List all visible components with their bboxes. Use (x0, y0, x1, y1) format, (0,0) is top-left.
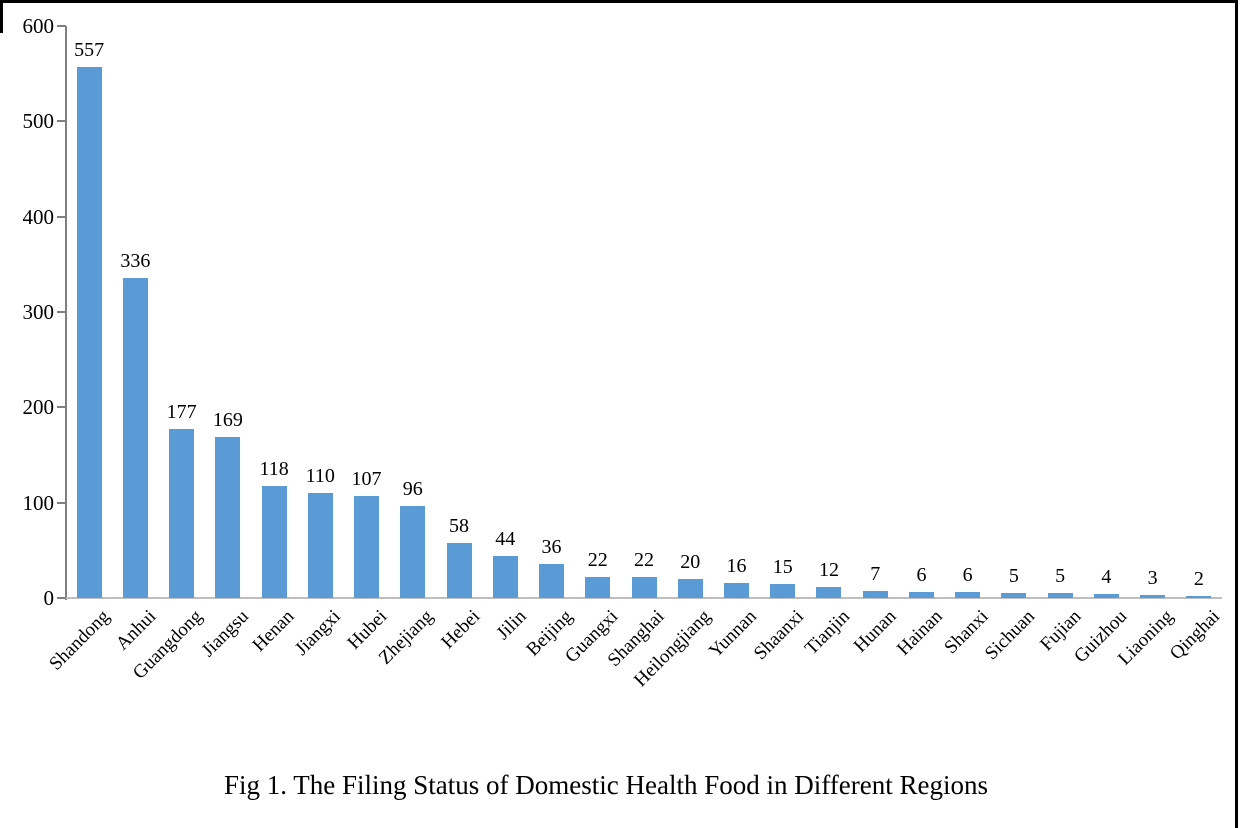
bar (122, 278, 148, 598)
bar-value-label: 5 (1008, 565, 1019, 587)
bar (1186, 596, 1212, 598)
bar-value-label: 118 (259, 458, 289, 480)
x-axis-category-label: Hunan (849, 606, 901, 657)
bar-value-label: 15 (772, 556, 793, 578)
bar (1140, 595, 1166, 598)
bar-value-label: 5 (1055, 565, 1066, 587)
bar-value-label: 110 (305, 465, 335, 487)
x-axis-category-label: Yunnan (705, 606, 762, 662)
y-axis-tick (57, 406, 66, 409)
x-axis-category-label: Hebei (436, 606, 484, 653)
bar-value-label: 6 (962, 564, 973, 586)
x-axis-category-label: Qinghai (1165, 606, 1224, 665)
y-axis-tick (57, 501, 66, 504)
figure-caption: Fig 1. The Filing Status of Domestic Hea… (224, 770, 988, 800)
bar-value-label: 96 (402, 478, 423, 500)
y-axis-tick (57, 311, 66, 313)
y-axis-tick-label: 500 (22, 109, 55, 134)
bar-value-label: 3 (1147, 567, 1158, 589)
bar-value-label: 44 (495, 528, 516, 550)
bar (1047, 593, 1073, 598)
y-axis-tick (57, 597, 66, 599)
x-axis-category-label: Shandong (45, 606, 114, 675)
bar (354, 496, 380, 598)
bar (723, 583, 749, 598)
bar (307, 493, 333, 598)
bar-value-label: 20 (680, 551, 701, 573)
bar-value-label: 169 (212, 409, 243, 431)
x-axis-category-label: Tianjin (800, 606, 854, 660)
bar (76, 67, 102, 598)
bar (1093, 594, 1119, 598)
bar (169, 429, 195, 598)
page-border-left-stub (0, 0, 3, 33)
bar-value-label: 177 (166, 401, 197, 423)
bar (400, 506, 426, 598)
y-axis-tick-label: 600 (22, 14, 55, 38)
bar-value-label: 22 (587, 549, 608, 571)
x-axis-category-label: Henan (249, 606, 299, 656)
y-axis-tick-label: 300 (22, 300, 55, 324)
x-axis-category-label: Jiangxi (291, 606, 346, 660)
bar (215, 437, 241, 598)
page-border-top (0, 0, 1238, 3)
bar (539, 564, 565, 598)
bar (862, 591, 888, 598)
bar-value-label: 557 (74, 39, 105, 61)
y-axis-tick-label: 100 (22, 490, 55, 515)
bar (631, 577, 657, 598)
y-axis-tick-label: 0 (43, 586, 55, 610)
y-axis-line (65, 26, 67, 600)
x-axis-category-label: Jilin (492, 606, 531, 644)
y-axis-tick (57, 120, 66, 123)
bar-value-label: 336 (120, 250, 151, 272)
bar (585, 577, 611, 598)
x-axis-category-label: Sichuan (980, 606, 1039, 665)
bar-value-label: 12 (818, 559, 839, 581)
x-axis-line (66, 597, 1222, 599)
bar (955, 592, 981, 598)
x-axis-category-label: Jiangsu (197, 606, 253, 662)
bar-value-label: 6 (916, 564, 927, 586)
bar-value-label: 36 (541, 536, 562, 558)
page-border-right (1235, 0, 1238, 828)
bar (492, 556, 518, 598)
bar (1001, 593, 1027, 598)
bar (816, 587, 842, 598)
bar-value-label: 7 (870, 563, 881, 585)
bar (908, 592, 934, 598)
bar-value-label: 4 (1101, 566, 1112, 588)
x-axis-category-label: Hainan (892, 606, 947, 660)
bar-value-label: 22 (634, 549, 654, 571)
bar (261, 486, 287, 598)
y-axis-tick (57, 25, 66, 27)
bar-value-label: 2 (1193, 568, 1204, 590)
bar-value-label: 16 (726, 555, 747, 577)
bar-value-label: 107 (351, 468, 382, 490)
x-axis-category-label: Shaanxi (749, 606, 808, 665)
y-axis-tick-label: 200 (22, 395, 55, 420)
y-axis-tick (57, 215, 66, 218)
bar-value-label: 58 (449, 515, 470, 537)
bar (677, 579, 703, 598)
bar (770, 584, 796, 598)
bar (446, 543, 472, 598)
y-axis-tick-label: 400 (22, 204, 55, 229)
